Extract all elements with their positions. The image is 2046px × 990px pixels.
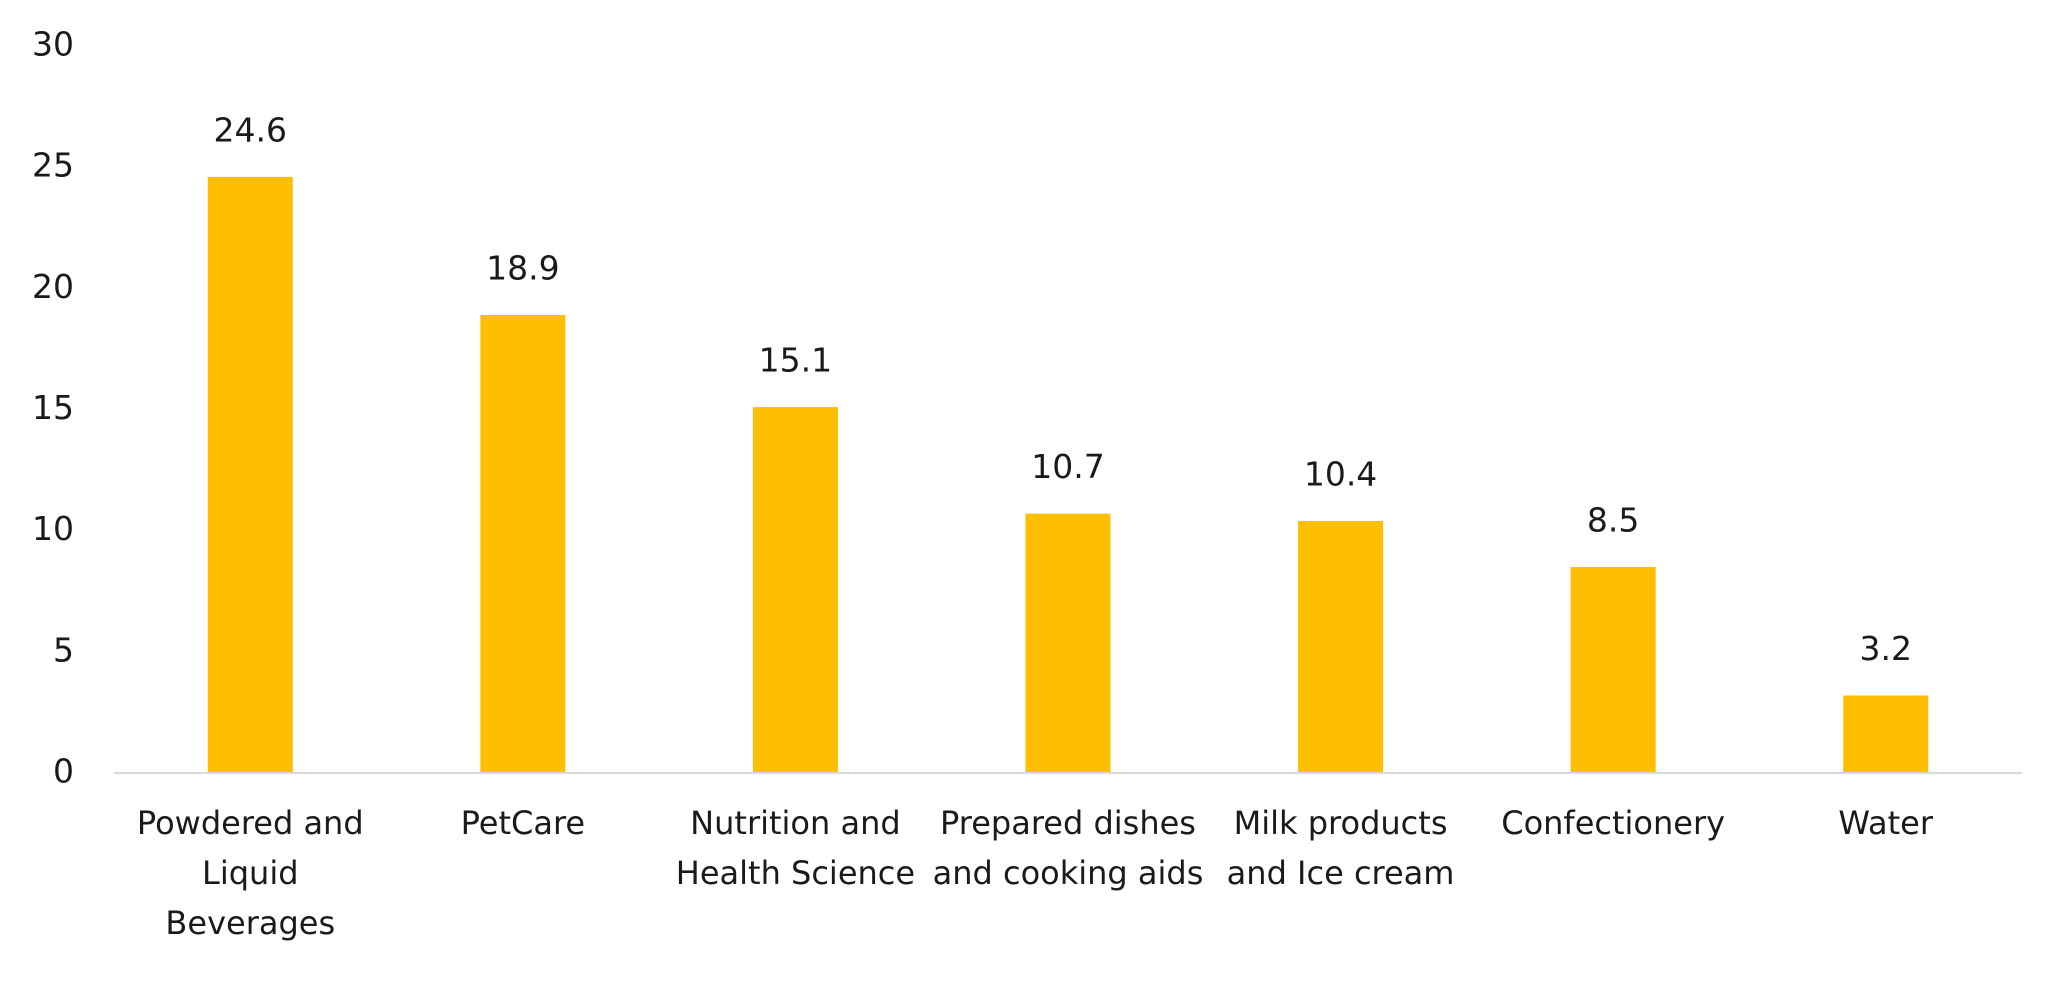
value-label: 10.7	[1031, 447, 1104, 486]
value-label: 10.4	[1304, 454, 1377, 493]
x-tick-label: Water	[1838, 804, 1933, 842]
y-tick-label: 5	[53, 630, 74, 669]
y-tick-label: 15	[32, 388, 74, 427]
y-tick-label: 25	[32, 146, 74, 185]
bar	[1570, 567, 1656, 773]
y-tick-label: 10	[32, 509, 74, 548]
x-tick-label: Prepared dishes and cooking aids	[932, 804, 1204, 892]
bar	[480, 314, 566, 773]
y-tick-label: 30	[32, 25, 74, 64]
value-label: 18.9	[486, 248, 559, 287]
x-tick-label: Milk products and Ice cream	[1226, 804, 1455, 892]
value-label: 8.5	[1587, 501, 1639, 540]
value-label: 24.6	[214, 110, 287, 149]
bar	[1025, 513, 1111, 773]
y-tick-label: 20	[32, 267, 74, 306]
value-label: 15.1	[759, 341, 832, 380]
x-tick-label: Confectionery	[1501, 804, 1726, 842]
bar	[1298, 520, 1384, 773]
y-tick-label: 0	[53, 752, 74, 791]
x-tick-label: Nutrition and Health Science	[675, 804, 916, 892]
value-label: 3.2	[1859, 629, 1911, 668]
bar	[752, 407, 838, 773]
bar	[207, 176, 293, 774]
x-tick-label: PetCare	[460, 804, 586, 842]
bar	[1843, 695, 1929, 773]
x-tick-label: Powdered and Liquid Beverages	[136, 804, 364, 942]
